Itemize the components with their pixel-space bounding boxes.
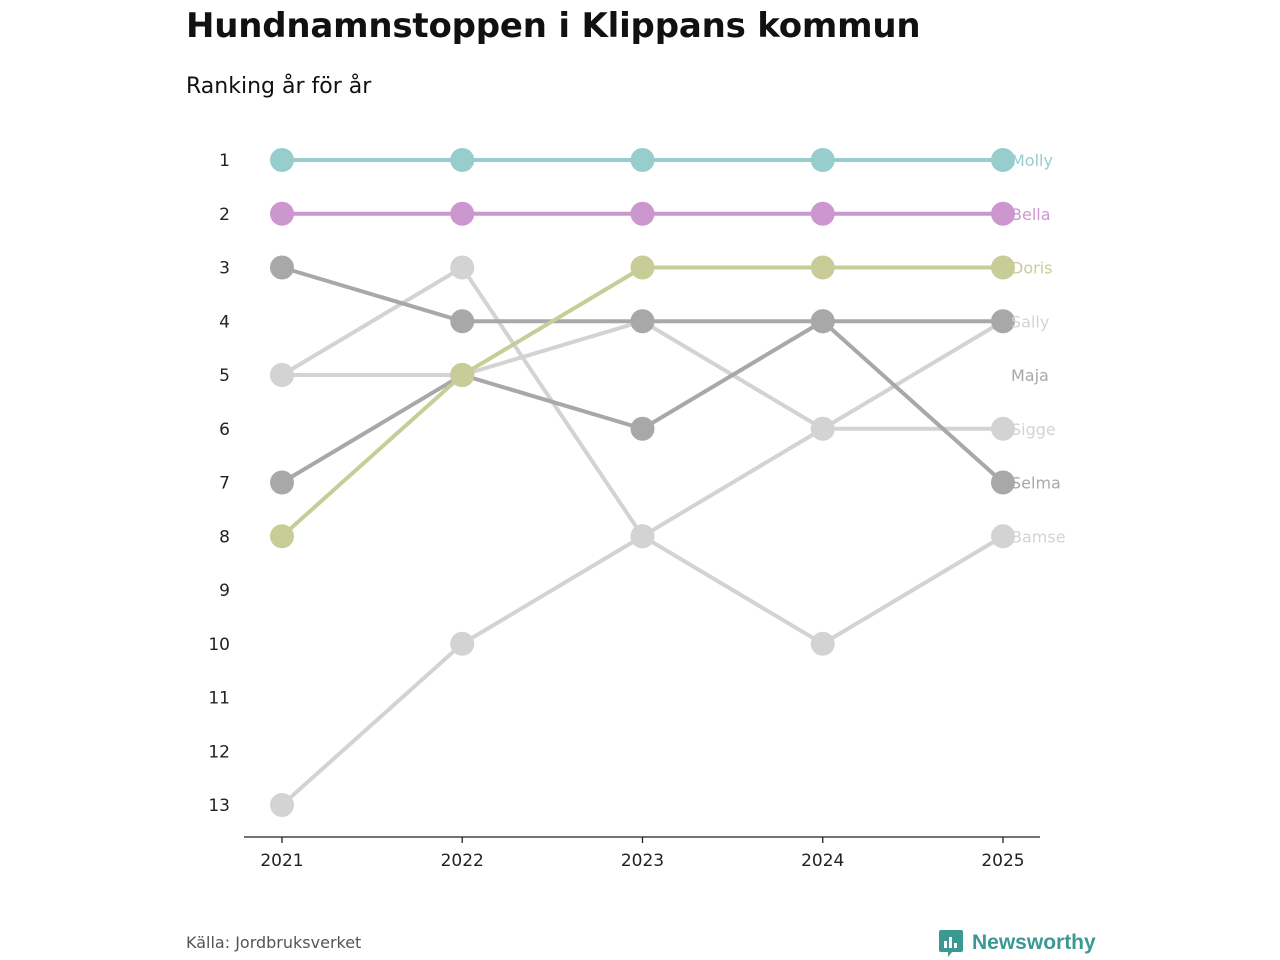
- y-tick-label: 8: [219, 527, 230, 547]
- data-point-sally: [270, 363, 294, 387]
- data-point-bella: [810, 201, 835, 226]
- end-label-selma: Selma: [1011, 474, 1061, 493]
- series-line-sigge: [280, 319, 1005, 431]
- data-point-bella: [630, 201, 655, 226]
- y-tick-label: 1: [219, 151, 230, 171]
- x-tick-label: 2022: [441, 851, 484, 871]
- chart-title: Hundnamnstoppen i Klippans kommun: [186, 6, 921, 46]
- data-point-molly: [630, 148, 655, 172]
- data-point-bella: [991, 201, 1015, 226]
- data-point-sally: [450, 255, 475, 280]
- y-tick-label: 5: [219, 366, 230, 386]
- series-points: [270, 148, 1015, 817]
- data-point-doris: [630, 255, 655, 280]
- y-tick-label: 13: [208, 796, 230, 816]
- data-point-doris: [270, 524, 294, 549]
- data-point-doris: [450, 363, 475, 387]
- data-point-sigge: [810, 416, 835, 441]
- data-point-sally: [810, 631, 835, 656]
- data-point-selma: [270, 255, 294, 280]
- end-label-maja: Maja: [1011, 366, 1049, 385]
- x-tick-label: 2024: [801, 851, 844, 871]
- x-tick-label: 2023: [621, 851, 664, 871]
- end-labels: Molly Bella Doris Sally Maja Sigge Selma Bamse: [1011, 151, 1066, 546]
- y-tick-label: 9: [219, 581, 230, 601]
- end-label-bella: Bella: [1011, 205, 1051, 224]
- series-line-bamse: [280, 319, 1005, 807]
- data-point-sally: [630, 524, 655, 549]
- data-point-molly: [270, 148, 294, 172]
- x-tick-label: 2021: [260, 851, 303, 871]
- data-point-maja: [810, 309, 835, 334]
- y-tick-label: 6: [219, 420, 230, 440]
- y-tick-label: 4: [219, 312, 230, 332]
- data-point-maja: [630, 416, 655, 441]
- series-line-doris: [280, 265, 1005, 539]
- end-label-sally: Sally: [1011, 312, 1049, 331]
- y-tick-label: 11: [208, 689, 230, 709]
- data-point-doris: [810, 255, 835, 280]
- end-label-sigge: Sigge: [1011, 420, 1056, 439]
- data-point-bamse: [270, 793, 294, 817]
- data-point-bamse: [450, 631, 475, 656]
- y-tick-label: 3: [219, 259, 230, 279]
- y-tick-label: 10: [208, 635, 230, 655]
- x-tick-label: 2025: [981, 851, 1024, 871]
- chart-subtitle: Ranking år för år: [186, 74, 372, 99]
- data-point-selma: [630, 309, 655, 334]
- data-point-bella: [270, 201, 294, 226]
- source-note: Källa: Jordbruksverket: [186, 933, 362, 952]
- y-tick-label: 2: [219, 205, 230, 225]
- data-point-selma: [450, 309, 475, 334]
- newsworthy-logo-icon: [939, 930, 963, 957]
- series-line-maja: [280, 319, 1005, 485]
- data-point-maja: [270, 470, 294, 495]
- end-label-doris: Doris: [1011, 259, 1052, 278]
- data-point-sally: [991, 524, 1015, 549]
- end-label-bamse: Bamse: [1011, 527, 1066, 546]
- x-axis: 2021 2022 2023 2024 2025: [244, 836, 1040, 871]
- data-point-selma: [991, 470, 1015, 495]
- y-tick-label: 12: [208, 742, 230, 762]
- brand-name: Newsworthy: [972, 931, 1096, 954]
- brand-logo: Newsworthy: [938, 928, 1096, 958]
- data-point-maja: [991, 309, 1015, 334]
- data-point-molly: [810, 148, 835, 172]
- y-tick-label: 7: [219, 474, 230, 494]
- data-point-sigge: [991, 416, 1015, 441]
- data-point-molly: [991, 148, 1015, 172]
- data-point-doris: [991, 255, 1015, 280]
- data-point-molly: [450, 148, 475, 172]
- end-label-molly: Molly: [1011, 151, 1053, 170]
- data-point-bella: [450, 201, 475, 226]
